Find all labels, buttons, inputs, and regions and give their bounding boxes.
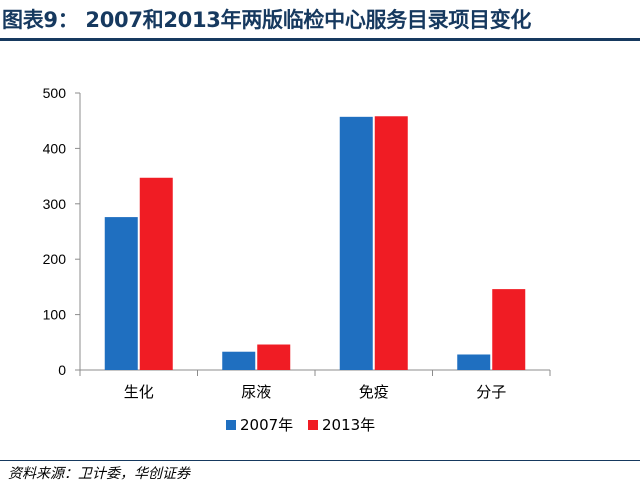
y-tick-label: 100 bbox=[43, 307, 67, 323]
bar-series1 bbox=[104, 217, 138, 370]
x-tick-label: 免疫 bbox=[359, 383, 389, 401]
y-tick-label: 400 bbox=[43, 140, 67, 156]
bar-series1 bbox=[222, 351, 256, 370]
bar-series2 bbox=[257, 344, 291, 370]
bar-series2 bbox=[374, 116, 408, 370]
y-tick-label: 200 bbox=[43, 251, 67, 267]
bar-series1 bbox=[457, 354, 491, 370]
chart-legend: 2007年 2013年 bbox=[226, 416, 375, 434]
y-tick-label: 500 bbox=[43, 85, 67, 101]
bar-series2 bbox=[492, 289, 526, 370]
legend-label: 2013年 bbox=[322, 416, 375, 434]
chart-axes: 0 100 200 300 400 500 生化 尿液 免疫 分子 bbox=[43, 85, 551, 401]
legend-swatch bbox=[226, 420, 236, 430]
source-divider bbox=[0, 460, 640, 461]
y-tick-label: 300 bbox=[43, 196, 67, 212]
x-tick-label: 分子 bbox=[476, 383, 506, 401]
bar-series1 bbox=[339, 116, 373, 371]
x-tick-label: 生化 bbox=[124, 383, 154, 401]
bar-series2 bbox=[139, 177, 173, 370]
chart-bars bbox=[104, 116, 526, 371]
y-tick-label: 0 bbox=[58, 362, 66, 378]
x-tick-label: 尿液 bbox=[241, 383, 271, 401]
chart-title: 图表9： 2007和2013年两版临检中心服务目录项目变化 bbox=[2, 8, 532, 32]
source-note: 资料来源：卫计委，华创证券 bbox=[8, 466, 190, 482]
title-bar: 图表9： 2007和2013年两版临检中心服务目录项目变化 bbox=[0, 0, 640, 41]
legend-label: 2007年 bbox=[240, 416, 293, 434]
bar-chart: 0 100 200 300 400 500 生化 尿液 免疫 分子 2007年 2013年 bbox=[43, 85, 551, 434]
legend-swatch bbox=[308, 420, 318, 430]
